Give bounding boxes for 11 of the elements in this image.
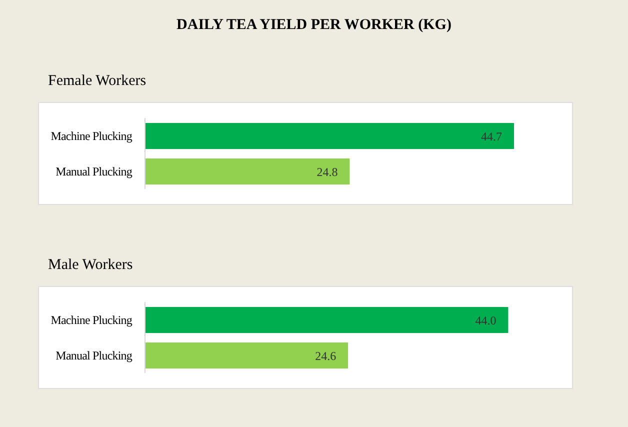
y-tick-label: Manual Plucking (56, 348, 132, 363)
data-label: 24.8 (316, 164, 338, 179)
data-label: 24.6 (315, 348, 336, 363)
data-label: 44.0 (475, 313, 496, 328)
y-tick-label: Manual Plucking (56, 164, 132, 179)
chart-title: DAILY TEA YIELD PER WORKER (KG) (176, 17, 452, 34)
y-tick-label: Machine Plucking (50, 129, 132, 144)
y-tick-label: Machine Plucking (50, 313, 132, 328)
data-label: 44.7 (481, 129, 502, 144)
chart-title: Male Workers (48, 257, 133, 274)
chart-subtitle: Female Workers (48, 73, 146, 90)
